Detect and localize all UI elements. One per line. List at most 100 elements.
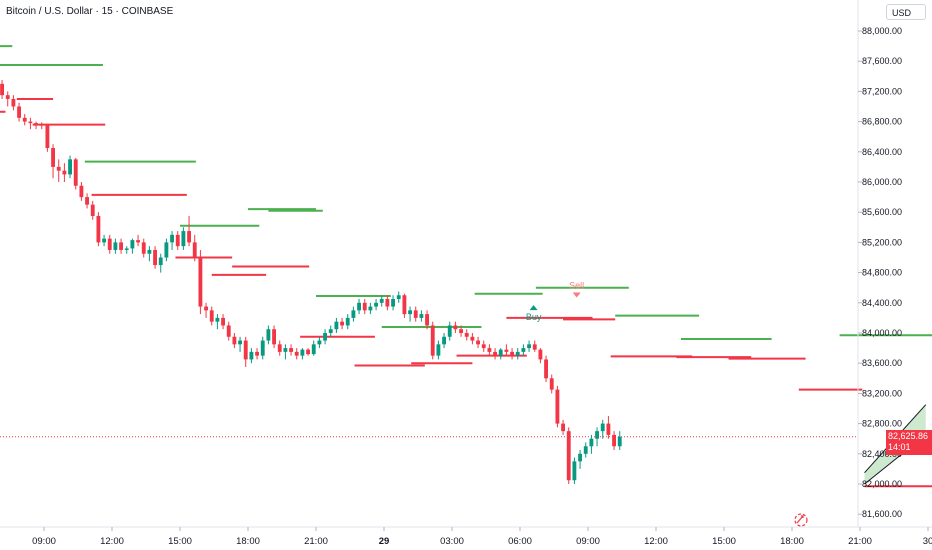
chart-title: Bitcoin / U.S. Dollar · 15 · COINBASE: [6, 6, 174, 17]
candle-body: [510, 351, 514, 356]
candle-body: [5, 95, 10, 99]
candle-body: [345, 317, 350, 326]
candle-body: [215, 317, 220, 322]
candle-body: [289, 348, 293, 352]
y-tick-label: 84,800.00: [862, 268, 902, 278]
candle-body: [181, 231, 186, 247]
candle-body: [170, 234, 174, 243]
candle-body: [617, 436, 622, 447]
y-tick-label: 85,600.00: [862, 207, 902, 217]
sell-label: Sell: [569, 280, 584, 290]
replay-icon-arrow: [796, 515, 804, 524]
candle-body: [487, 348, 492, 352]
x-tick-label: 21:00: [848, 536, 872, 547]
candle-body: [255, 351, 259, 356]
candle-body: [277, 344, 282, 352]
buy-arrow-icon: [529, 305, 538, 311]
y-tick-label: 87,200.00: [862, 86, 902, 96]
candle-body: [323, 333, 327, 341]
x-tick-label: 18:00: [236, 536, 260, 547]
candle-body: [102, 238, 106, 243]
candle-body: [311, 344, 316, 355]
candle-body: [294, 351, 299, 356]
candle-body: [306, 349, 310, 355]
y-tick-label: 84,400.00: [862, 298, 902, 308]
candle-body: [357, 302, 361, 311]
sell-arrow-icon: [572, 292, 581, 298]
x-tick-label: 09:00: [576, 536, 600, 547]
candle-body: [141, 242, 146, 254]
candle-body: [425, 314, 429, 326]
candle-body: [476, 340, 480, 345]
y-tick-label: 88,000.00: [862, 26, 902, 36]
x-tick-label: 30: [923, 536, 932, 547]
x-tick-label: 12:00: [644, 536, 668, 547]
last-price-badge: 82,625.86 14:01: [886, 430, 932, 455]
candle-body: [175, 234, 180, 247]
y-tick-label: 83,600.00: [862, 358, 902, 368]
candle-body: [79, 185, 84, 198]
candle-body: [493, 351, 497, 356]
x-tick-label: 21:00: [304, 536, 328, 547]
candle-body: [572, 461, 577, 481]
candle-body: [51, 148, 55, 167]
candle-body: [589, 438, 594, 447]
currency-button[interactable]: USD: [886, 4, 926, 20]
candle-body: [266, 329, 271, 341]
candle-body: [419, 314, 424, 318]
candle-body: [549, 378, 554, 390]
candle-body: [595, 431, 599, 439]
candle-body: [300, 349, 305, 356]
candle-body: [544, 359, 548, 379]
candle-body: [498, 349, 503, 356]
candle-body: [408, 310, 412, 315]
candle-body: [470, 336, 475, 341]
y-tick-label: 82,400.00: [862, 449, 902, 459]
candle-body: [606, 423, 611, 435]
candle-body: [164, 242, 169, 258]
candle-body: [317, 340, 322, 345]
candle-body: [68, 159, 72, 175]
candle-body: [249, 351, 254, 360]
candle-body: [391, 299, 395, 307]
candle-body: [351, 310, 356, 318]
candle-body: [192, 242, 197, 258]
candle-body: [447, 325, 452, 337]
x-tick-label: 12:00: [100, 536, 124, 547]
candle-body: [385, 299, 390, 307]
candle-body: [260, 340, 265, 356]
candle-body: [136, 240, 140, 243]
y-tick-label: 84,000.00: [862, 328, 902, 338]
candle-body: [124, 248, 129, 250]
candle-body: [464, 333, 469, 337]
candle-body: [17, 106, 21, 118]
y-tick-label: 81,600.00: [862, 509, 902, 519]
candle-body: [442, 336, 446, 345]
candle-body: [0, 83, 4, 96]
candle-body: [612, 434, 616, 447]
candle-body: [85, 197, 89, 205]
x-tick-label: 18:00: [780, 536, 804, 547]
candle-body: [566, 431, 571, 481]
candle-body: [578, 453, 582, 462]
candle-body: [515, 351, 520, 356]
candle-body: [62, 170, 67, 175]
candle-body: [45, 125, 50, 149]
candle-body: [243, 340, 248, 360]
candle-body: [600, 423, 605, 432]
candle-body: [147, 249, 152, 254]
bar-countdown: 14:01: [888, 442, 911, 452]
candle-body: [187, 231, 191, 243]
candle-body: [153, 249, 157, 266]
y-tick-label: 82,800.00: [862, 419, 902, 429]
candle-body: [39, 124, 44, 126]
annotations: Buy Sell: [526, 280, 808, 527]
last-price-value: 82,625.86: [888, 431, 929, 441]
candle-body: [283, 348, 288, 352]
candle-body: [34, 123, 38, 125]
buy-label: Buy: [526, 312, 542, 322]
candle-body: [22, 117, 27, 122]
